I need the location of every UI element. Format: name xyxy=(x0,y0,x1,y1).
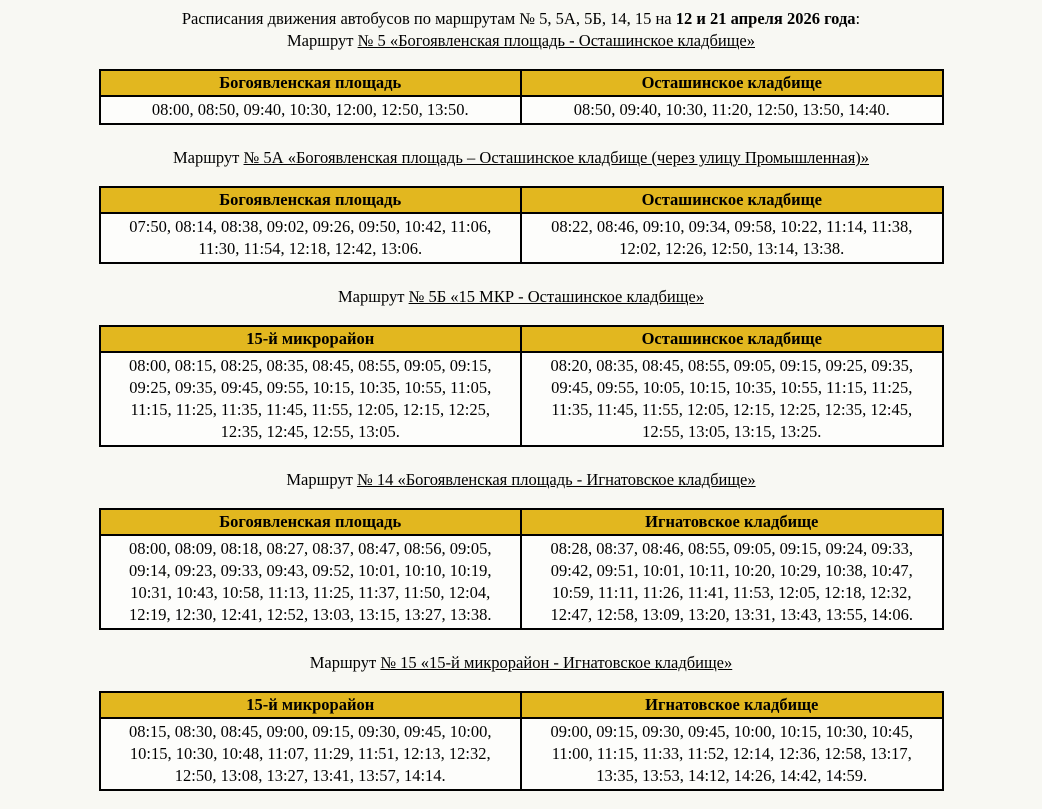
route-section-5: Маршрут № 5 «Богоявленская площадь - Ост… xyxy=(0,30,1042,125)
route-heading-name: № 5А «Богоявленская площадь – Осташинско… xyxy=(243,148,870,167)
column-header-arrival: Осташинское кладбище xyxy=(520,186,944,214)
table-header-row: 15-й микрорайон Осташинское кладбище xyxy=(98,325,944,353)
route-heading-prefix: Маршрут xyxy=(286,470,357,489)
times-cell-departure: 08:00, 08:50, 09:40, 10:30, 12:00, 12:50… xyxy=(98,95,522,125)
route-heading-15: Маршрут № 15 «15-й микрорайон - Игнатовс… xyxy=(0,652,1042,674)
table-header-row: Богоявленская площадь Осташинское кладби… xyxy=(98,69,944,97)
times-cell-arrival: 08:20, 08:35, 08:45, 08:55, 09:05, 09:15… xyxy=(520,351,944,447)
column-header-arrival: Игнатовское кладбище xyxy=(520,691,944,719)
column-header-departure: Богоявленская площадь xyxy=(98,508,522,536)
column-header-arrival: Игнатовское кладбище xyxy=(520,508,944,536)
times-cell-arrival: 08:50, 09:40, 10:30, 11:20, 12:50, 13:50… xyxy=(520,95,944,125)
schedule-table-15: 15-й микрорайон Игнатовское кладбище 08:… xyxy=(98,691,944,791)
route-section-15: Маршрут № 15 «15-й микрорайон - Игнатовс… xyxy=(0,652,1042,791)
times-cell-arrival: 09:00, 09:15, 09:30, 09:45, 10:00, 10:15… xyxy=(520,717,944,791)
route-section-5b: Маршрут № 5Б «15 МКР - Осташинское кладб… xyxy=(0,286,1042,447)
column-header-departure: Богоявленская площадь xyxy=(98,186,522,214)
table-times-row: 07:50, 08:14, 08:38, 09:02, 09:26, 09:50… xyxy=(98,212,944,264)
route-heading-5a: Маршрут № 5А «Богоявленская площадь – Ос… xyxy=(0,147,1042,169)
column-header-departure: 15-й микрорайон xyxy=(98,691,522,719)
table-times-row: 08:15, 08:30, 08:45, 09:00, 09:15, 09:30… xyxy=(98,717,944,791)
column-header-arrival: Осташинское кладбище xyxy=(520,69,944,97)
column-header-departure: Богоявленская площадь xyxy=(98,69,522,97)
route-heading-prefix: Маршрут xyxy=(172,148,244,167)
route-heading-name: № 5Б «15 МКР - Осташинское кладбище» xyxy=(408,287,704,306)
schedule-table-14: Богоявленская площадь Игнатовское кладби… xyxy=(98,508,944,630)
route-heading-5: Маршрут № 5 «Богоявленская площадь - Ост… xyxy=(0,30,1042,52)
table-times-row: 08:00, 08:50, 09:40, 10:30, 12:00, 12:50… xyxy=(98,95,944,125)
route-heading-name: № 15 «15-й микрорайон - Игнатовское клад… xyxy=(380,653,733,672)
table-times-row: 08:00, 08:09, 08:18, 08:27, 08:37, 08:47… xyxy=(98,534,944,630)
times-cell-arrival: 08:22, 08:46, 09:10, 09:34, 09:58, 10:22… xyxy=(520,212,944,264)
route-heading-prefix: Маршрут xyxy=(287,31,358,50)
table-header-row: Богоявленская площадь Осташинское кладби… xyxy=(98,186,944,214)
schedule-table-5: Богоявленская площадь Осташинское кладби… xyxy=(98,69,944,125)
route-heading-name: № 5 «Богоявленская площадь - Осташинское… xyxy=(357,31,755,50)
page-title-dates: 12 и 21 апреля 2026 года xyxy=(675,9,856,28)
route-heading-name: № 14 «Богоявленская площадь - Игнатовско… xyxy=(356,470,756,489)
column-header-departure: 15-й микрорайон xyxy=(98,325,522,353)
route-heading-prefix: Маршрут xyxy=(309,653,381,672)
schedule-table-5b: 15-й микрорайон Осташинское кладбище 08:… xyxy=(98,325,944,447)
route-heading-14: Маршрут № 14 «Богоявленская площадь - Иг… xyxy=(0,469,1042,491)
schedule-table-5a: Богоявленская площадь Осташинское кладби… xyxy=(98,186,944,264)
route-section-5a: Маршрут № 5А «Богоявленская площадь – Ос… xyxy=(0,147,1042,264)
page-title: Расписания движения автобусов по маршрут… xyxy=(0,0,1042,30)
route-section-14: Маршрут № 14 «Богоявленская площадь - Иг… xyxy=(0,469,1042,630)
table-times-row: 08:00, 08:15, 08:25, 08:35, 08:45, 08:55… xyxy=(98,351,944,447)
table-header-row: 15-й микрорайон Игнатовское кладбище xyxy=(98,691,944,719)
times-cell-arrival: 08:28, 08:37, 08:46, 08:55, 09:05, 09:15… xyxy=(520,534,944,630)
times-cell-departure: 08:00, 08:09, 08:18, 08:27, 08:37, 08:47… xyxy=(98,534,522,630)
times-cell-departure: 07:50, 08:14, 08:38, 09:02, 09:26, 09:50… xyxy=(98,212,522,264)
times-cell-departure: 08:00, 08:15, 08:25, 08:35, 08:45, 08:55… xyxy=(98,351,522,447)
page-title-suffix: : xyxy=(855,9,861,28)
times-cell-departure: 08:15, 08:30, 08:45, 09:00, 09:15, 09:30… xyxy=(98,717,522,791)
page-title-prefix: Расписания движения автобусов по маршрут… xyxy=(181,9,676,28)
table-header-row: Богоявленская площадь Игнатовское кладби… xyxy=(98,508,944,536)
column-header-arrival: Осташинское кладбище xyxy=(520,325,944,353)
route-heading-prefix: Маршрут xyxy=(338,287,409,306)
route-heading-5b: Маршрут № 5Б «15 МКР - Осташинское кладб… xyxy=(0,286,1042,308)
